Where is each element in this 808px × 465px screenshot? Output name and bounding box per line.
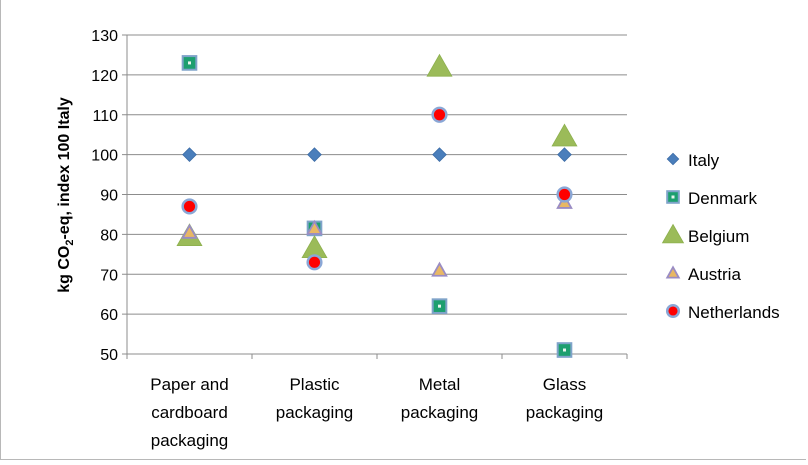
legend-label: Italy xyxy=(688,151,720,170)
legend-label: Belgium xyxy=(688,227,749,246)
circle-marker xyxy=(306,254,323,271)
y-tick-label: 90 xyxy=(100,188,118,205)
legend-marker-netherlands xyxy=(665,303,681,319)
y-tick-label: 120 xyxy=(91,68,118,85)
triangle-outline-marker xyxy=(306,219,323,235)
data-point-austria xyxy=(431,261,448,277)
data-point-netherlands xyxy=(181,198,198,215)
y-tick-labels: 50 60 70 80 90 100 110 120 130 xyxy=(91,28,118,364)
diamond-marker xyxy=(666,152,680,166)
category-label: Metal packaging xyxy=(401,375,479,422)
legend-label: Netherlands xyxy=(688,303,780,322)
legend-label: Austria xyxy=(688,265,741,284)
y-axis-label: kg CO2-eq, index 100 Italy xyxy=(56,97,76,293)
data-point-belgium xyxy=(426,53,453,77)
square-marker-dot xyxy=(438,304,441,308)
data-point-italy xyxy=(432,147,447,162)
circle-marker xyxy=(665,303,681,319)
legend-marker-austria xyxy=(665,265,681,279)
triangle-marker xyxy=(661,223,685,244)
legend-marker-belgium xyxy=(661,223,685,244)
circle-marker xyxy=(556,186,573,203)
legend: Italy Denmark Belgium Austria Netherlands xyxy=(661,151,780,322)
circle-marker xyxy=(181,198,198,215)
triangle-marker xyxy=(426,53,453,77)
category-label: Paper and cardboard packaging xyxy=(150,375,228,450)
x-category-labels: Paper and cardboard packaging Plastic packag… xyxy=(150,375,603,450)
y-tick-label: 130 xyxy=(91,28,118,45)
triangle-marker xyxy=(551,123,578,147)
data-point-italy xyxy=(182,147,197,162)
diamond-marker xyxy=(432,147,447,162)
y-tick-label: 50 xyxy=(100,347,118,364)
diamond-marker xyxy=(182,147,197,162)
legend-label: Denmark xyxy=(688,189,757,208)
square-marker-dot xyxy=(188,61,191,65)
triangle-outline-marker xyxy=(665,265,681,279)
data-point-belgium xyxy=(551,123,578,147)
data-point-netherlands xyxy=(431,106,448,123)
y-tick-label: 60 xyxy=(100,307,118,324)
circle-marker xyxy=(431,106,448,123)
diamond-marker xyxy=(557,147,572,162)
data-point-denmark xyxy=(556,342,573,358)
y-tick-label: 110 xyxy=(92,108,118,125)
data-point-austria xyxy=(306,219,323,235)
category-label: Glass packaging xyxy=(526,375,604,422)
data-point-italy xyxy=(557,147,572,162)
legend-marker-italy xyxy=(666,152,680,166)
data-point-netherlands xyxy=(306,254,323,271)
gridlines xyxy=(127,34,627,355)
data-point-italy xyxy=(307,147,322,162)
square-marker-dot xyxy=(563,348,566,352)
axes xyxy=(122,34,628,359)
data-point-denmark xyxy=(431,298,448,314)
category-label: Plastic packaging xyxy=(276,375,354,422)
triangle-outline-marker xyxy=(181,223,198,239)
data-points xyxy=(176,53,578,358)
triangle-outline-marker xyxy=(431,261,448,277)
data-point-denmark xyxy=(181,55,198,71)
data-point-austria xyxy=(181,223,198,239)
data-point-netherlands xyxy=(556,186,573,203)
y-tick-label: 100 xyxy=(91,148,118,165)
legend-marker-denmark xyxy=(666,190,680,204)
square-marker-dot xyxy=(671,195,675,199)
diamond-marker xyxy=(307,147,322,162)
y-tick-label: 70 xyxy=(100,267,118,284)
y-tick-label: 80 xyxy=(100,227,118,244)
